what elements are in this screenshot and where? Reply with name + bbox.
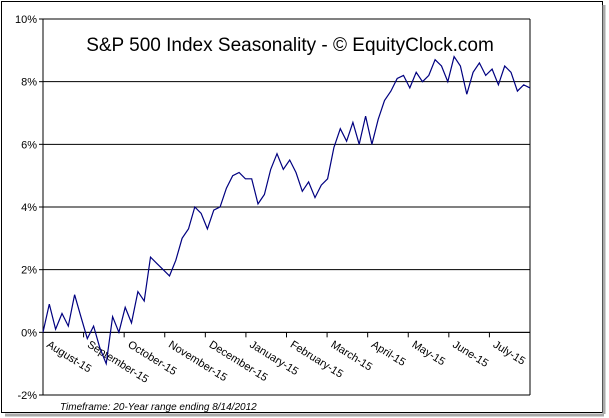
line	[42, 55, 531, 367]
y-tick-label: 2%	[21, 265, 37, 277]
y-tick-label: 6%	[21, 139, 37, 151]
y-tick-label: 8%	[21, 77, 37, 89]
y-tick-label: 0%	[21, 327, 37, 339]
y-tick-label: 10%	[15, 14, 37, 26]
footnote: Timeframe: 20-Year range ending 8/14/201…	[60, 402, 257, 413]
chart-title: S&P 500 Index Seasonality - © EquityCloc…	[86, 35, 494, 56]
y-tick-label: 4%	[21, 202, 37, 214]
y-tick-label: -2%	[17, 390, 37, 402]
